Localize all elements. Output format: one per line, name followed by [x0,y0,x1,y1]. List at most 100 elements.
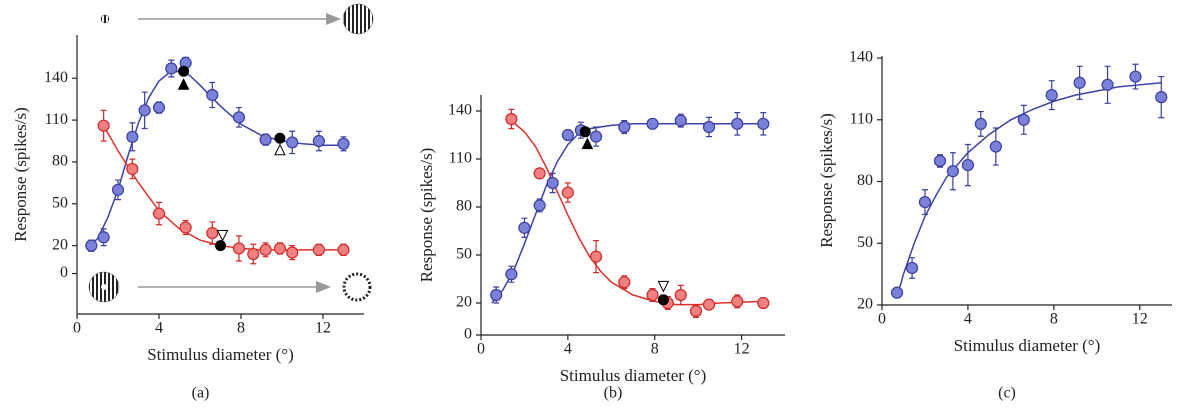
data-point [259,243,272,256]
data-point [111,183,125,196]
data-point [674,288,687,302]
x-tick-label: 12 [1132,311,1148,328]
x-tick-label: 12 [734,341,750,358]
data-point [702,120,716,134]
marker [177,78,190,90]
data-point [152,101,166,114]
marker [215,240,226,252]
y-tick-label: 80 [456,198,472,215]
data-point [533,199,546,212]
y-tick-label: 50 [456,246,472,263]
y-tick-label: 0 [464,326,472,343]
y-tick-label: 140 [448,102,472,119]
data-point [206,88,219,102]
data-point [126,162,139,176]
y-tick-label: 80 [857,172,873,189]
x-tick-label: 8 [651,341,659,358]
data-point [232,242,246,255]
data-point [1045,88,1058,102]
x-tick-label: 8 [1050,311,1058,328]
x-axis-label: Stimulus diameter (°) [560,366,707,385]
y-tick-label: 140 [44,69,68,86]
marker [274,132,286,144]
y-tick-label: 50 [857,234,873,251]
data-point [247,247,260,261]
data-point [533,167,546,180]
data-point [589,130,603,143]
marker [274,143,286,156]
data-point [85,239,98,252]
x-tick-label: 0 [477,341,485,358]
y-tick-label: 110 [850,110,873,127]
data-point [97,231,110,244]
data-point [589,250,603,263]
y-axis-label: Response (spikes/s) [417,148,436,283]
x-tick-label: 8 [237,320,245,337]
marker [657,294,669,306]
x-tick-label: 4 [964,311,972,328]
x-tick-label: 4 [564,341,572,358]
y-tick-label: 110 [45,111,68,128]
stimulus-icons [88,3,374,303]
data-point [674,114,687,127]
data-point [337,243,350,256]
data-point [126,130,139,143]
axes [76,35,364,315]
panel-caption: (a) [192,385,210,402]
data-point [646,117,659,130]
data-point [731,117,744,130]
panel-caption: (c) [998,385,1016,402]
panel: 0 20 50 80 110 140 0 4 8 12 Stimulus diameter (°) R… [417,95,785,402]
data-point [731,295,744,308]
data-point [618,120,631,134]
data-point [206,226,219,240]
x-tick-label: 0 [878,311,886,328]
data-point [518,221,531,234]
data-point [905,261,919,275]
data-point [312,134,325,148]
data-point [561,128,574,142]
x-tick-label: 12 [315,320,331,337]
x-tick-label: 0 [73,320,81,337]
data-point [505,268,518,281]
data-point [618,276,631,289]
x-axis-label: Stimulus diameter (°) [147,345,294,364]
data-point [989,140,1002,153]
y-tick-label: 80 [52,153,68,170]
data-point [273,242,287,255]
data-point [505,112,518,126]
y-axis-label: Response (spikes/s) [817,113,836,248]
data-point [1017,113,1030,126]
data-point [179,221,192,234]
data-point [890,286,904,299]
data-point [933,154,947,168]
data-point [757,296,770,310]
fit-curve [510,120,764,306]
y-tick-label: 20 [857,296,873,313]
y-tick-label: 20 [52,236,68,253]
marker [657,280,670,293]
data-point [757,117,770,130]
data-point [490,288,503,302]
data-point [1129,70,1142,83]
fit-curve [491,123,764,304]
data-point [646,288,659,302]
data-point [286,136,299,149]
marker [579,126,591,138]
data-point [1073,76,1086,89]
data-point [337,137,350,150]
data-point [918,196,932,209]
marker [216,229,229,242]
marker [581,137,594,150]
y-tick-label: 0 [60,264,68,281]
marker [178,65,190,77]
axes [881,56,1172,306]
y-tick-label: 140 [849,49,873,66]
data-point [546,176,559,190]
data-point [702,298,716,311]
data-point [232,111,246,124]
data-point [165,62,178,75]
panel-caption: (b) [604,385,623,402]
x-axis-label: Stimulus diameter (°) [954,336,1101,355]
